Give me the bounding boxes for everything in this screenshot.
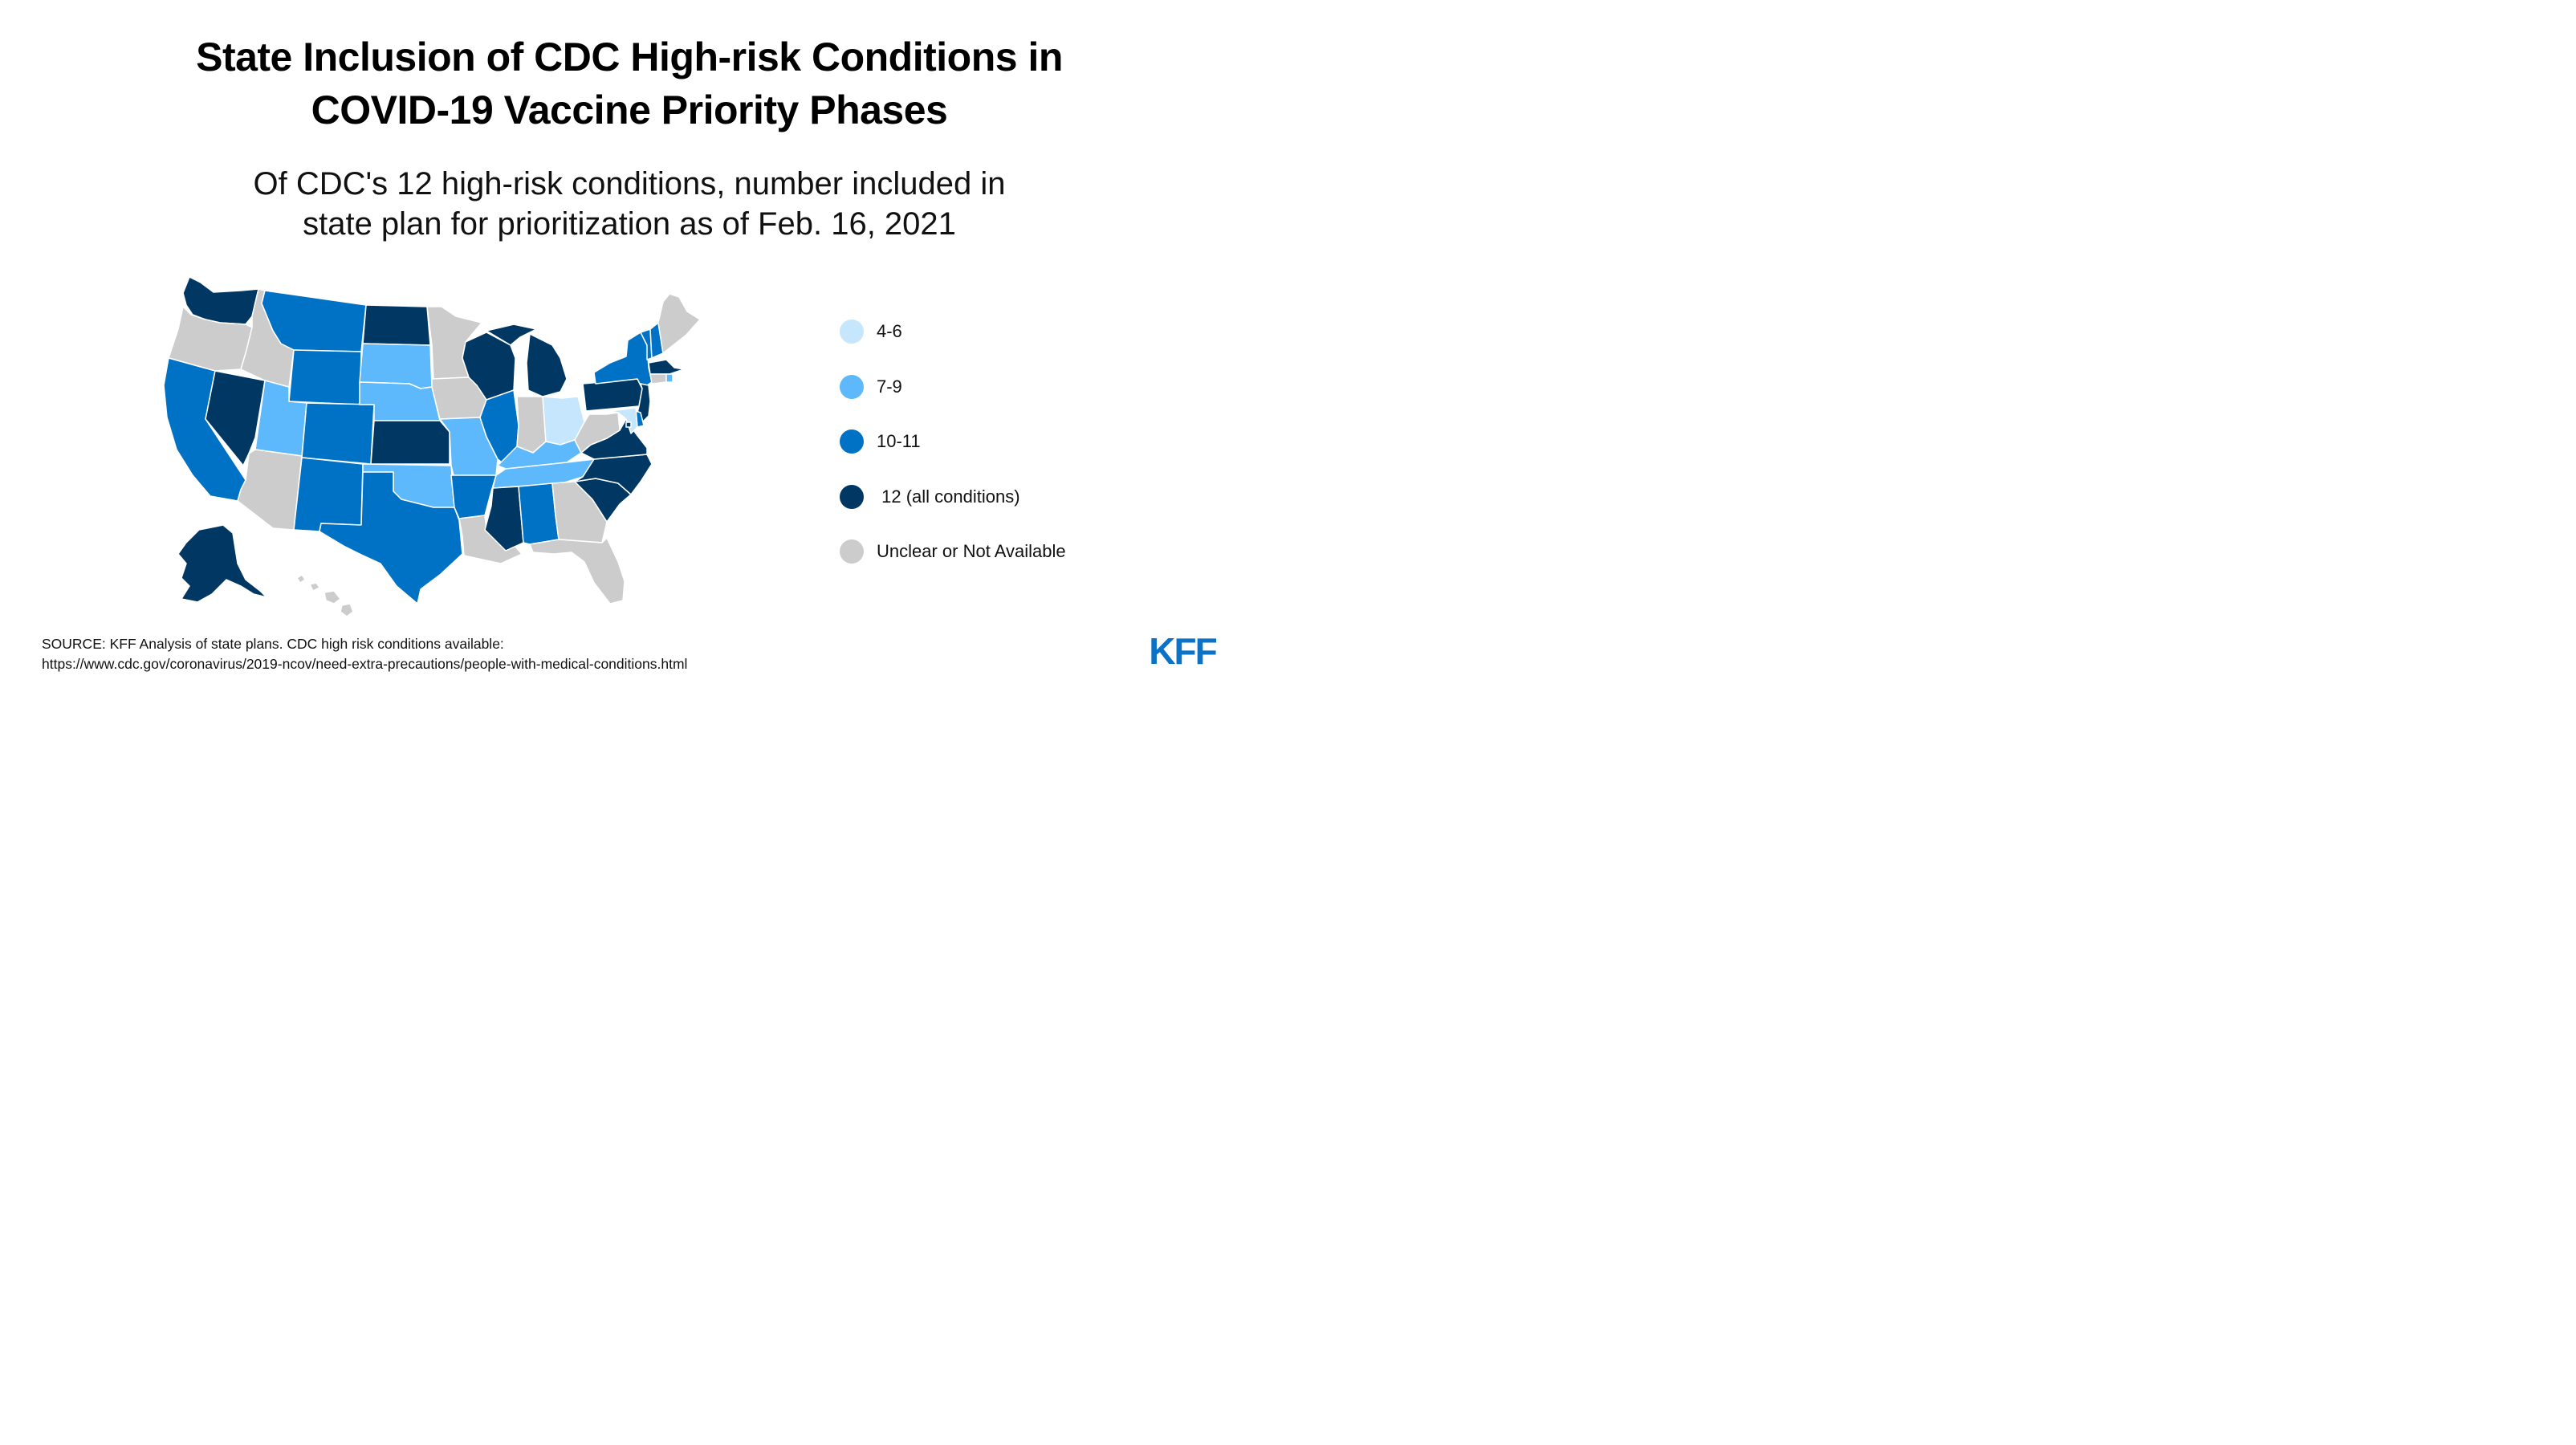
state-LA [458, 515, 523, 564]
state-WY [288, 349, 362, 405]
state-CO [301, 402, 375, 465]
state-AZ [237, 449, 303, 531]
chart-subtitle: Of CDC's 12 high-risk conditions, number… [0, 164, 1259, 244]
source-note: SOURCE: KFF Analysis of state plans. CDC… [42, 634, 687, 674]
state-ME [657, 293, 701, 354]
legend-label: Unclear or Not Available [877, 541, 1066, 561]
kff-logo: KFF [1149, 632, 1218, 667]
legend-swatch [840, 374, 864, 399]
kff-logo-text: KFF [1149, 632, 1216, 667]
state-ND [362, 304, 431, 346]
state-NY [593, 332, 653, 389]
state-WV [574, 412, 621, 454]
subtitle-line-1: Of CDC's 12 high-risk conditions, number… [253, 166, 1006, 201]
state-AK [177, 524, 267, 603]
us-state-map [163, 276, 701, 617]
state-RI [665, 373, 674, 383]
legend-swatch [840, 484, 864, 509]
state-KS [370, 420, 450, 465]
title-line-1: State Inclusion of CDC High-risk Conditi… [196, 35, 1063, 79]
legend-label: 4-6 [877, 321, 902, 341]
state-PA [582, 378, 643, 412]
legend-label: 10-11 [877, 431, 921, 451]
chart-title: State Inclusion of CDC High-risk Conditi… [0, 31, 1259, 136]
subtitle-line-2: state plan for prioritization as of Feb.… [303, 206, 956, 242]
state-VT [640, 328, 653, 360]
state-CT [649, 373, 667, 385]
state-NC [574, 454, 653, 495]
legend-item-na: Unclear or Not Available [840, 539, 1193, 595]
legend-swatch [840, 429, 864, 454]
legend-item-12: 12 (all conditions) [840, 484, 1193, 540]
source-line-1: SOURCE: KFF Analysis of state plans. CDC… [42, 636, 504, 652]
legend-item-10-11: 10-11 [840, 429, 1193, 485]
legend: 4-6 7-9 10-11 12 (all conditions) Unclear o… [840, 320, 1193, 595]
state-MI [486, 324, 568, 397]
state-TX [319, 471, 463, 604]
legend-item-7-9: 7-9 [840, 374, 1193, 430]
source-line-2: https://www.cdc.gov/coronavirus/2019-nco… [42, 656, 688, 672]
state-IN [516, 396, 547, 454]
state-SD [359, 343, 433, 389]
legend-swatch [840, 539, 864, 564]
state-MA [648, 359, 685, 375]
state-DC [625, 421, 632, 428]
legend-swatch [840, 320, 864, 344]
state-FL [529, 537, 625, 604]
state-HI [296, 574, 354, 617]
legend-label: 12 (all conditions) [877, 486, 1020, 507]
legend-label: 7-9 [877, 376, 902, 397]
state-NM [293, 457, 364, 532]
legend-item-4-6: 4-6 [840, 320, 1193, 375]
title-line-2: COVID-19 Vaccine Priority Phases [311, 88, 948, 132]
